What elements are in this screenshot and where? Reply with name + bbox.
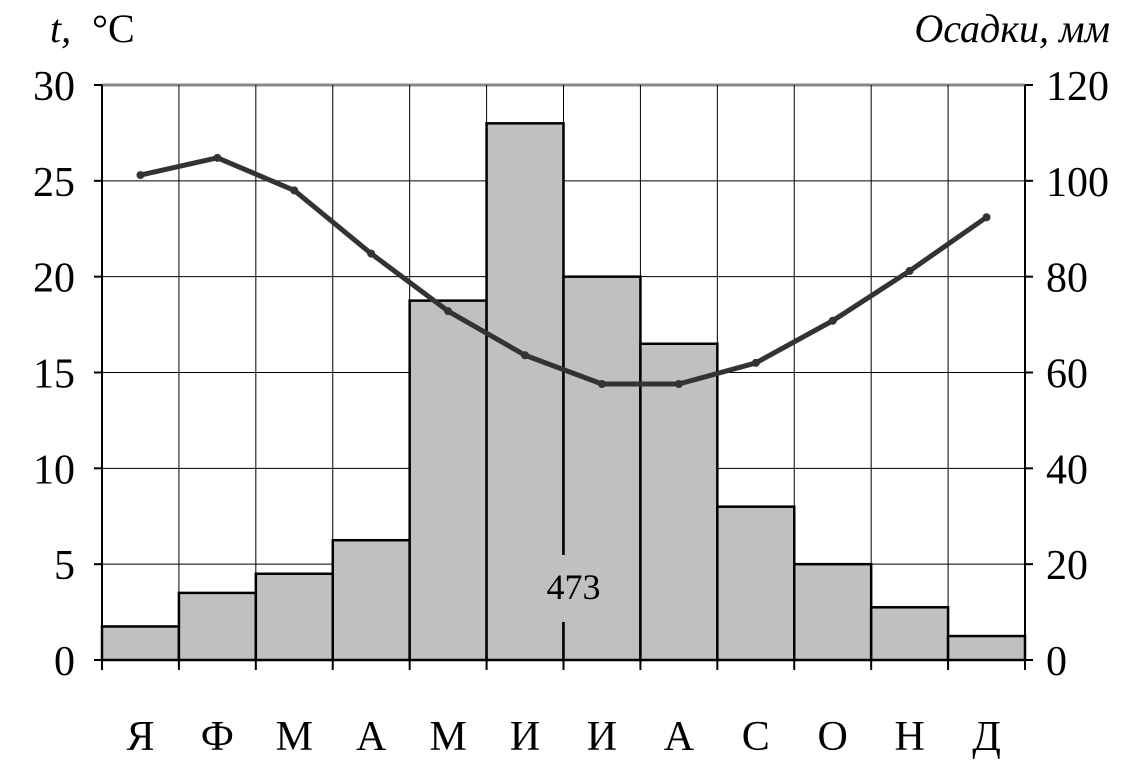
y-right-tick-label: 60	[1046, 352, 1088, 398]
y-right-tick-label: 120	[1046, 64, 1109, 110]
x-tick-label: А	[356, 714, 387, 760]
precip-bar	[716, 505, 796, 662]
temperature-point	[905, 266, 914, 275]
temperature-point	[136, 171, 145, 180]
x-tick-label: И	[510, 714, 540, 760]
temperature-point	[828, 316, 837, 325]
y-right-tick-label: 0	[1046, 639, 1067, 685]
x-tick-label: А	[664, 714, 695, 760]
annual-precipitation-label: 473	[547, 567, 601, 607]
x-tick-label: О	[818, 714, 848, 760]
y-left-tick-label: 15	[33, 352, 75, 398]
y-right-tick-label: 20	[1046, 543, 1088, 589]
precip-bar	[331, 538, 411, 662]
temperature-point	[674, 380, 683, 388]
temperature-point	[367, 249, 376, 258]
precip-bar	[639, 342, 719, 662]
y-left-tick-label: 0	[54, 639, 75, 685]
precip-bar	[408, 299, 488, 662]
x-tick-label: Я	[126, 714, 154, 760]
precipitation-bars: 473	[100, 122, 1027, 662]
y-left-tick-label: 10	[33, 447, 75, 493]
temperature-point	[213, 153, 222, 162]
precip-bar	[946, 634, 1027, 662]
x-tick-label: Н	[894, 714, 924, 760]
y-right-tick-label: 80	[1046, 256, 1088, 302]
temperature-point	[290, 186, 299, 195]
precip-bar	[562, 275, 642, 662]
precip-bar	[254, 572, 334, 662]
precip-bar	[100, 625, 181, 662]
y-right-tick-label: 100	[1046, 160, 1109, 206]
temperature-point	[444, 307, 453, 316]
y-left-axis-title-t: t,	[50, 6, 71, 51]
precip-bar	[869, 606, 950, 662]
temperature-polyline	[139, 155, 988, 387]
axes	[94, 84, 1033, 670]
temperature-point	[597, 380, 606, 388]
x-tick-label: Ф	[201, 714, 234, 760]
x-tick-label: И	[587, 714, 617, 760]
y-left-tick-label: 5	[54, 543, 75, 589]
y-left-tick-label: 30	[33, 64, 75, 110]
x-tick-label: С	[742, 714, 770, 760]
x-tick-label: Д	[972, 714, 1001, 760]
temperature-line	[136, 153, 991, 388]
precip-bar	[793, 562, 873, 662]
temperature-point	[521, 351, 530, 360]
y-left-axis-title-unit: °C	[92, 6, 135, 51]
y-right-tick-label: 40	[1046, 447, 1088, 493]
temperature-point	[751, 358, 760, 367]
y-left-tick-label: 25	[33, 160, 75, 206]
precip-bar	[177, 591, 258, 662]
y-right-axis-title: Осадки, мм	[914, 6, 1110, 51]
x-tick-label: М	[276, 714, 313, 760]
temperature-point	[982, 213, 991, 222]
x-tick-label: М	[429, 714, 466, 760]
y-left-tick-label: 20	[33, 256, 75, 302]
